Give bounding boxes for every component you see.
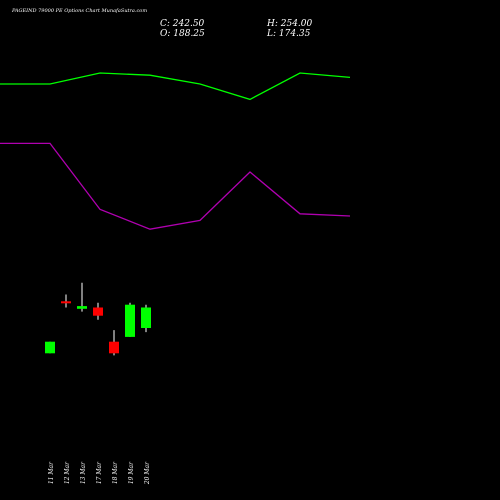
candle-5 (109, 330, 119, 356)
candle-6 (125, 302, 135, 337)
x-axis-ticks: 11 Mar 12 Mar 13 Mar 17 Mar 18 Mar 19 Mar 20 M… (48, 461, 151, 485)
x-tick-label: 19 Mar (128, 461, 135, 484)
candle-body (141, 307, 151, 328)
candle-3 (77, 282, 87, 312)
candle-7 (141, 304, 151, 333)
candle-body (77, 306, 87, 309)
candle-body (45, 341, 55, 354)
close-value: C: 242.50 (160, 19, 205, 29)
x-tick-label: 20 Mar (144, 461, 151, 485)
open-value: O: 188.25 (160, 29, 205, 39)
x-tick-label: 11 Mar (48, 461, 55, 484)
chart-title: PAGEIND 79000 PE Options Chart MunafaSut… (11, 8, 147, 14)
x-tick-label: 12 Mar (64, 461, 71, 484)
candle-4 (93, 302, 103, 320)
candles (45, 282, 151, 356)
upper-indicator-line (0, 72, 351, 101)
candle-1 (45, 341, 55, 354)
x-tick-label: 18 Mar (112, 461, 119, 484)
x-tick-label: 17 Mar (96, 461, 103, 484)
indicator-lines (0, 72, 351, 230)
candle-body (61, 301, 71, 304)
candle-body (93, 307, 103, 316)
candle-body (125, 304, 135, 337)
candle-2 (61, 294, 71, 308)
high-value: H: 254.00 (266, 19, 313, 29)
x-tick-label: 13 Mar (80, 461, 87, 484)
lower-indicator-line (0, 142, 351, 230)
candle-body (109, 341, 119, 354)
low-value: L: 174.35 (266, 29, 311, 39)
